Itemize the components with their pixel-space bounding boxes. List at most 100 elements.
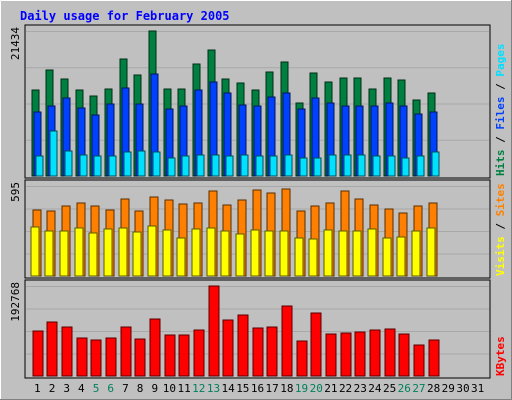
day-label: 22 — [339, 382, 352, 395]
kbytes-bar — [164, 334, 176, 377]
day-label: 14 — [222, 382, 236, 395]
pages-bar — [167, 157, 176, 177]
visits-bar — [308, 238, 318, 277]
pages-bar — [431, 151, 440, 177]
kbytes-bar — [105, 337, 117, 377]
visits-bar — [44, 230, 54, 277]
kbytes-bar — [76, 337, 88, 377]
pages-bar — [49, 130, 58, 177]
kbytes-bar — [354, 331, 366, 377]
day-label: 20 — [310, 382, 323, 395]
pages-bar — [313, 157, 322, 177]
day-label: 8 — [137, 382, 144, 395]
hits-panel-max-label: 21434 — [9, 27, 22, 60]
pages-bar — [211, 154, 220, 177]
pages-bar — [372, 155, 381, 177]
pages-bar — [357, 154, 366, 177]
kbytes-panel-max-label: 192768 — [9, 282, 22, 322]
day-label: 28 — [427, 382, 440, 395]
kbytes-bar — [325, 333, 337, 377]
pages-bar — [196, 154, 205, 177]
day-label: 29 — [442, 382, 455, 395]
pages-bar — [79, 154, 88, 177]
day-label: 17 — [266, 382, 279, 395]
hits-panel-legend: Hits / Files / Pages — [494, 44, 507, 177]
visits-bar — [88, 232, 98, 277]
kbytes-bar — [310, 312, 322, 377]
pages-bar — [108, 155, 117, 177]
visits-bar — [147, 225, 157, 277]
day-label: 15 — [236, 382, 249, 395]
kbytes-panel: 192768 KBytes — [9, 279, 507, 379]
day-label: 4 — [78, 382, 85, 395]
day-label: 16 — [251, 382, 264, 395]
kbytes-panel-legend: KBytes — [494, 336, 507, 376]
kbytes-bar — [134, 338, 146, 377]
day-label: 23 — [354, 382, 367, 395]
day-label: 6 — [107, 382, 114, 395]
chart-panels: 21434 Hits / Files / Pages 595 Visits / Sit… — [9, 24, 507, 379]
kbytes-bar — [208, 285, 220, 377]
kbytes-bar — [178, 334, 190, 377]
kbytes-bar — [340, 332, 352, 377]
hits-panel-series-pages — [35, 130, 440, 177]
visits-bar — [176, 237, 186, 277]
day-label: 9 — [151, 382, 158, 395]
visits-bar — [426, 227, 436, 277]
kbytes-bar — [149, 318, 161, 377]
pages-bar — [299, 157, 308, 177]
kbytes-bar — [120, 326, 132, 377]
visits-bar — [132, 231, 142, 277]
day-label: 30 — [456, 382, 469, 395]
pages-bar — [240, 154, 249, 177]
kbytes-bar — [222, 319, 234, 377]
day-label: 12 — [192, 382, 205, 395]
kbytes-bar — [61, 326, 73, 377]
day-label: 11 — [177, 382, 190, 395]
pages-bar — [35, 155, 44, 177]
visits-bar — [162, 229, 172, 277]
visits-panel-max-label: 595 — [9, 182, 22, 202]
pages-bar — [284, 154, 293, 177]
kbytes-bar — [237, 314, 249, 377]
hits-panel-series-files — [33, 73, 438, 177]
hits-panel-legend-item: Hits — [494, 150, 507, 177]
pages-bar — [328, 154, 337, 177]
visits-bar — [74, 227, 84, 277]
day-label: 18 — [280, 382, 293, 395]
hits-panel: 21434 Hits / Files / Pages — [9, 24, 507, 179]
visits-bar — [323, 229, 333, 277]
day-label: 10 — [163, 382, 176, 395]
kbytes-bar — [252, 327, 264, 377]
visits-bar — [206, 227, 216, 277]
kbytes-bar — [281, 305, 293, 377]
visits-bar — [103, 228, 113, 277]
hits-panel-legend-item: / — [494, 77, 507, 97]
visits-bar — [59, 230, 69, 277]
visits-bar — [264, 230, 274, 277]
visits-bar — [191, 228, 201, 277]
visits-bar — [279, 230, 289, 277]
pages-bar — [401, 157, 410, 177]
kbytes-panel-series-kbytes — [32, 285, 440, 377]
visits-bar — [352, 230, 362, 277]
kbytes-bar — [90, 339, 102, 377]
pages-bar — [387, 155, 396, 177]
hits-panel-legend-item: / — [494, 130, 507, 150]
day-label: 25 — [383, 382, 396, 395]
visits-bar — [294, 237, 304, 277]
pages-bar — [181, 155, 190, 177]
day-label: 27 — [412, 382, 425, 395]
day-label: 21 — [324, 382, 337, 395]
visits-bar — [235, 233, 245, 277]
visits-panel-series-visits — [30, 225, 436, 277]
day-label: 24 — [368, 382, 382, 395]
pages-bar — [255, 155, 264, 177]
pages-bar — [123, 151, 132, 177]
kbytes-bar — [428, 339, 440, 377]
pages-bar — [416, 155, 425, 177]
visits-bar — [30, 226, 40, 277]
visits-panel-legend: Visits / Sites — [494, 183, 507, 276]
day-axis-labels: 1 2 3 4 5 6 7 8 9 10 11 12 13 14 15 16 17 18 19 20 21 22 23 24 2… — [34, 382, 484, 395]
